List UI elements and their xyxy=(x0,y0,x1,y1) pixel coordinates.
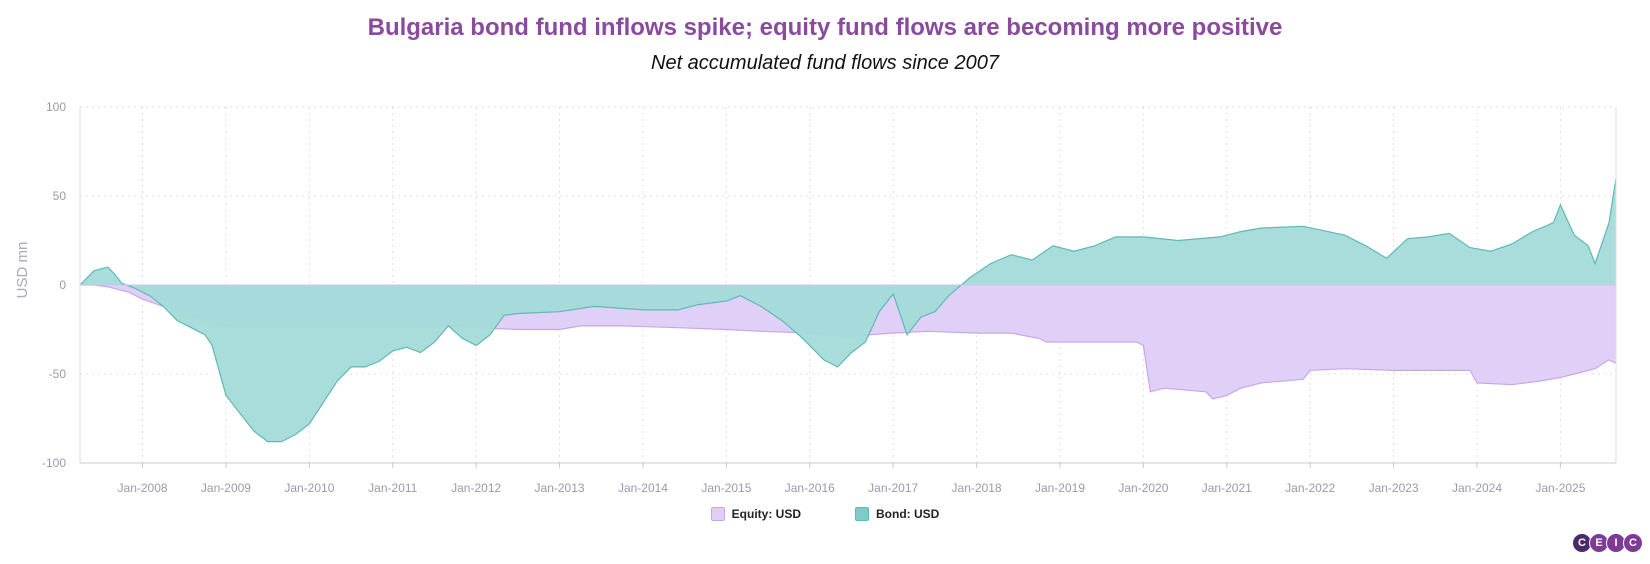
legend: Equity: USD Bond: USD xyxy=(0,507,1650,521)
legend-label-equity: Equity: USD xyxy=(731,507,801,521)
axes: 100 50 0 -50 -100 Jan-2008 Jan-2009 Jan-2010 Jan… xyxy=(42,100,1617,495)
y-tick-label: -100 xyxy=(42,456,66,470)
x-tick-label: Jan-2017 xyxy=(868,481,918,495)
chart-subtitle: Net accumulated fund flows since 2007 xyxy=(651,52,999,74)
x-tick-label: Jan-2015 xyxy=(701,481,751,495)
y-tick-label: -50 xyxy=(49,367,67,381)
x-tick-label: Jan-2020 xyxy=(1118,481,1168,495)
legend-item-equity[interactable]: Equity: USD xyxy=(710,507,801,521)
x-tick-label: Jan-2024 xyxy=(1452,481,1502,495)
bond-area-line xyxy=(79,178,1617,443)
x-tick-label: Jan-2021 xyxy=(1202,481,1252,495)
series-areas xyxy=(79,178,1617,443)
x-tick-label: Jan-2023 xyxy=(1369,481,1419,495)
bond-area[interactable] xyxy=(80,178,1616,442)
x-tick-label: Jan-2013 xyxy=(535,481,585,495)
x-tick-label: Jan-2016 xyxy=(785,481,835,495)
x-tick-label: Jan-2014 xyxy=(618,481,668,495)
legend-swatch-equity xyxy=(710,507,725,521)
y-tick-label: 100 xyxy=(46,100,66,114)
chart-title: Bulgaria bond fund inflows spike; equity… xyxy=(367,14,1283,41)
y-axis-label: USD mn xyxy=(14,242,31,299)
x-tick-label: Jan-2022 xyxy=(1285,481,1335,495)
x-tick-label: Jan-2011 xyxy=(368,481,417,495)
logo-letter: C xyxy=(1623,533,1643,553)
ceic-logo: C E I C xyxy=(1572,533,1643,553)
x-tick-label: Jan-2025 xyxy=(1535,481,1585,495)
x-tick-label: Jan-2019 xyxy=(1035,481,1085,495)
legend-label-bond: Bond: USD xyxy=(876,507,940,521)
x-tick-label: Jan-2012 xyxy=(451,481,501,495)
y-tick-label: 0 xyxy=(59,278,66,292)
x-tick-label: Jan-2009 xyxy=(201,481,251,495)
y-tick-label: 50 xyxy=(53,189,67,203)
x-tick-label: Jan-2018 xyxy=(952,481,1002,495)
legend-item-bond[interactable]: Bond: USD xyxy=(855,507,939,521)
area-chart: 100 50 0 -50 -100 Jan-2008 Jan-2009 Jan-2010 Jan… xyxy=(14,100,1617,495)
x-tick-label: Jan-2008 xyxy=(118,481,168,495)
legend-swatch-bond xyxy=(855,507,869,521)
x-tick-label: Jan-2010 xyxy=(284,481,334,495)
